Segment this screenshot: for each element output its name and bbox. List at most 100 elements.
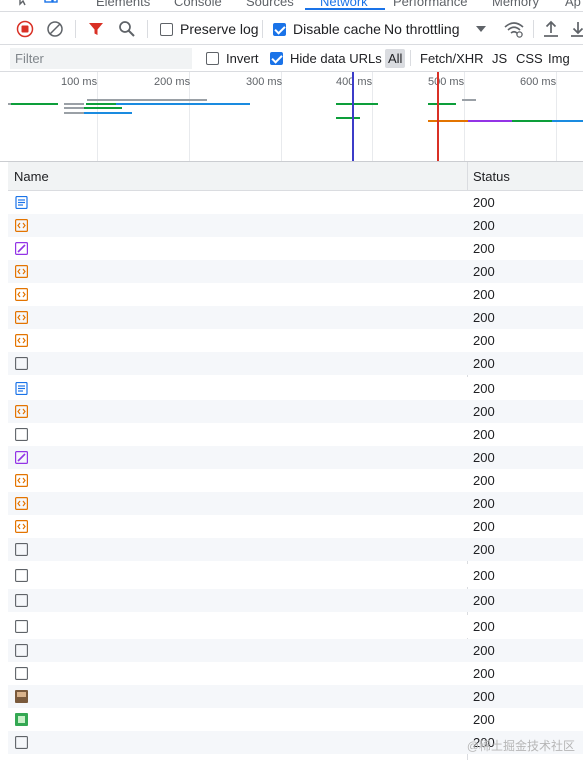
throttling-value: No throttling: [384, 21, 460, 37]
request-status: 200: [473, 450, 495, 465]
watermark: @稀土掘金技术社区: [466, 739, 575, 753]
tab-memory[interactable]: Memory: [492, 0, 539, 9]
request-status: 200: [473, 593, 495, 608]
column-header-name[interactable]: Name: [8, 162, 467, 191]
preserve-log-checkbox[interactable]: [160, 22, 173, 36]
table-row[interactable]: 200: [8, 708, 583, 731]
timeline-gridline: [372, 72, 373, 161]
table-row[interactable]: 200: [8, 237, 583, 260]
table-row[interactable]: 200: [8, 329, 583, 352]
script-file-icon: [15, 497, 29, 511]
toolbar-divider: [533, 20, 534, 38]
table-row[interactable]: 200: [8, 191, 583, 214]
hide-data-urls-checkbox[interactable]: [270, 52, 283, 65]
script-file-icon: [15, 474, 29, 488]
tab-application[interactable]: Ap: [565, 0, 581, 9]
tab-console[interactable]: Console: [174, 0, 222, 9]
filter-input[interactable]: [10, 48, 192, 69]
table-row[interactable]: 200: [8, 639, 583, 662]
request-bar: [336, 117, 360, 119]
table-row[interactable]: 200: [8, 492, 583, 515]
type-filter-css[interactable]: CSS: [516, 51, 543, 66]
network-overview-timeline[interactable]: 100 ms 200 ms 300 ms 400 ms 500 ms 600 m…: [0, 72, 583, 162]
chevron-down-icon: [476, 26, 487, 32]
type-filter-img[interactable]: Img: [548, 51, 570, 66]
domcontentloaded-marker: [352, 72, 354, 161]
generic-file-icon: [15, 736, 28, 749]
generic-file-icon: [15, 644, 28, 657]
invert-checkbox[interactable]: [206, 52, 219, 65]
request-status: 200: [473, 356, 495, 371]
tab-elements[interactable]: Elements: [96, 0, 151, 9]
table-row[interactable]: 200: [8, 423, 583, 446]
request-status: 200: [473, 568, 495, 583]
type-filter-js[interactable]: JS: [492, 51, 508, 66]
request-bar: [552, 120, 583, 122]
hide-data-urls-toggle[interactable]: Hide data URLs: [270, 45, 382, 72]
table-row[interactable]: 200: [8, 214, 583, 237]
throttling-select[interactable]: No throttling: [384, 12, 487, 46]
request-status: 200: [473, 404, 495, 419]
table-row[interactable]: 200: [8, 538, 583, 561]
timeline-tick-label: 600 ms: [520, 76, 557, 88]
device-toolbar-icon[interactable]: [44, 0, 58, 6]
stylesheet-file-icon: [15, 451, 29, 465]
request-bar: [336, 103, 378, 105]
table-row[interactable]: 200: [8, 260, 583, 283]
generic-file-icon: [15, 620, 28, 633]
table-row[interactable]: 200: [8, 306, 583, 329]
requests-table: Name Status 200 200 200 200 200 200 200 200 200 2…: [8, 162, 583, 760]
tab-network[interactable]: Network: [320, 0, 368, 9]
disable-cache-toggle[interactable]: Disable cache: [273, 12, 381, 46]
timeline-tick-label: 500 ms: [428, 76, 465, 88]
request-status: 200: [473, 666, 495, 681]
table-row[interactable]: 200: [8, 283, 583, 306]
generic-file-icon: [15, 428, 28, 441]
tab-sources[interactable]: Sources: [246, 0, 294, 9]
filter-bar: Invert Hide data URLs All Fetch/XHR JS C…: [0, 45, 583, 72]
request-bar: [10, 103, 58, 105]
request-status: 200: [473, 264, 495, 279]
record-stop-icon[interactable]: [16, 12, 34, 46]
column-header-status[interactable]: Status: [468, 162, 583, 191]
request-status: 200: [473, 381, 495, 396]
network-toolbar: Preserve log Disable cache No throttling: [0, 11, 583, 45]
table-row[interactable]: 200: [8, 469, 583, 492]
request-bar: [116, 103, 250, 105]
table-row[interactable]: 200: [8, 615, 583, 638]
import-har-icon[interactable]: [543, 12, 559, 46]
preserve-log-toggle[interactable]: Preserve log: [160, 12, 259, 46]
search-icon[interactable]: [118, 12, 136, 46]
type-filter-all[interactable]: All: [385, 49, 406, 68]
table-row[interactable]: 200: [8, 662, 583, 685]
table-row[interactable]: 200: [8, 685, 583, 708]
table-row[interactable]: 200: [8, 731, 583, 754]
invert-toggle[interactable]: Invert: [206, 45, 259, 72]
script-file-icon: [15, 311, 29, 325]
script-file-icon: [15, 405, 29, 419]
table-row[interactable]: 200: [8, 352, 583, 375]
tab-performance[interactable]: Performance: [393, 0, 468, 9]
type-filter-fetch-xhr[interactable]: Fetch/XHR: [420, 51, 484, 66]
request-status: 200: [473, 619, 495, 634]
network-conditions-icon[interactable]: [504, 12, 524, 46]
request-bar: [84, 107, 122, 109]
generic-file-icon: [15, 667, 28, 680]
table-row[interactable]: 200: [8, 446, 583, 469]
table-row[interactable]: 200: [8, 589, 583, 612]
disable-cache-checkbox[interactable]: [273, 22, 286, 36]
inspect-element-icon[interactable]: [18, 0, 32, 6]
request-status: 200: [473, 542, 495, 557]
export-har-icon[interactable]: [570, 12, 583, 46]
table-row[interactable]: 200: [8, 377, 583, 400]
clear-icon[interactable]: [46, 12, 64, 46]
timeline-gridline: [189, 72, 190, 161]
devtools-tab-strip: Elements Console Sources Network Perform…: [0, 0, 583, 11]
table-row[interactable]: 200: [8, 515, 583, 538]
timeline-gridline: [281, 72, 282, 161]
table-row[interactable]: 200: [8, 400, 583, 423]
table-row[interactable]: 200: [8, 564, 583, 587]
filter-divider: [410, 50, 411, 66]
request-bar: [8, 103, 11, 105]
filter-funnel-icon[interactable]: [88, 12, 104, 46]
